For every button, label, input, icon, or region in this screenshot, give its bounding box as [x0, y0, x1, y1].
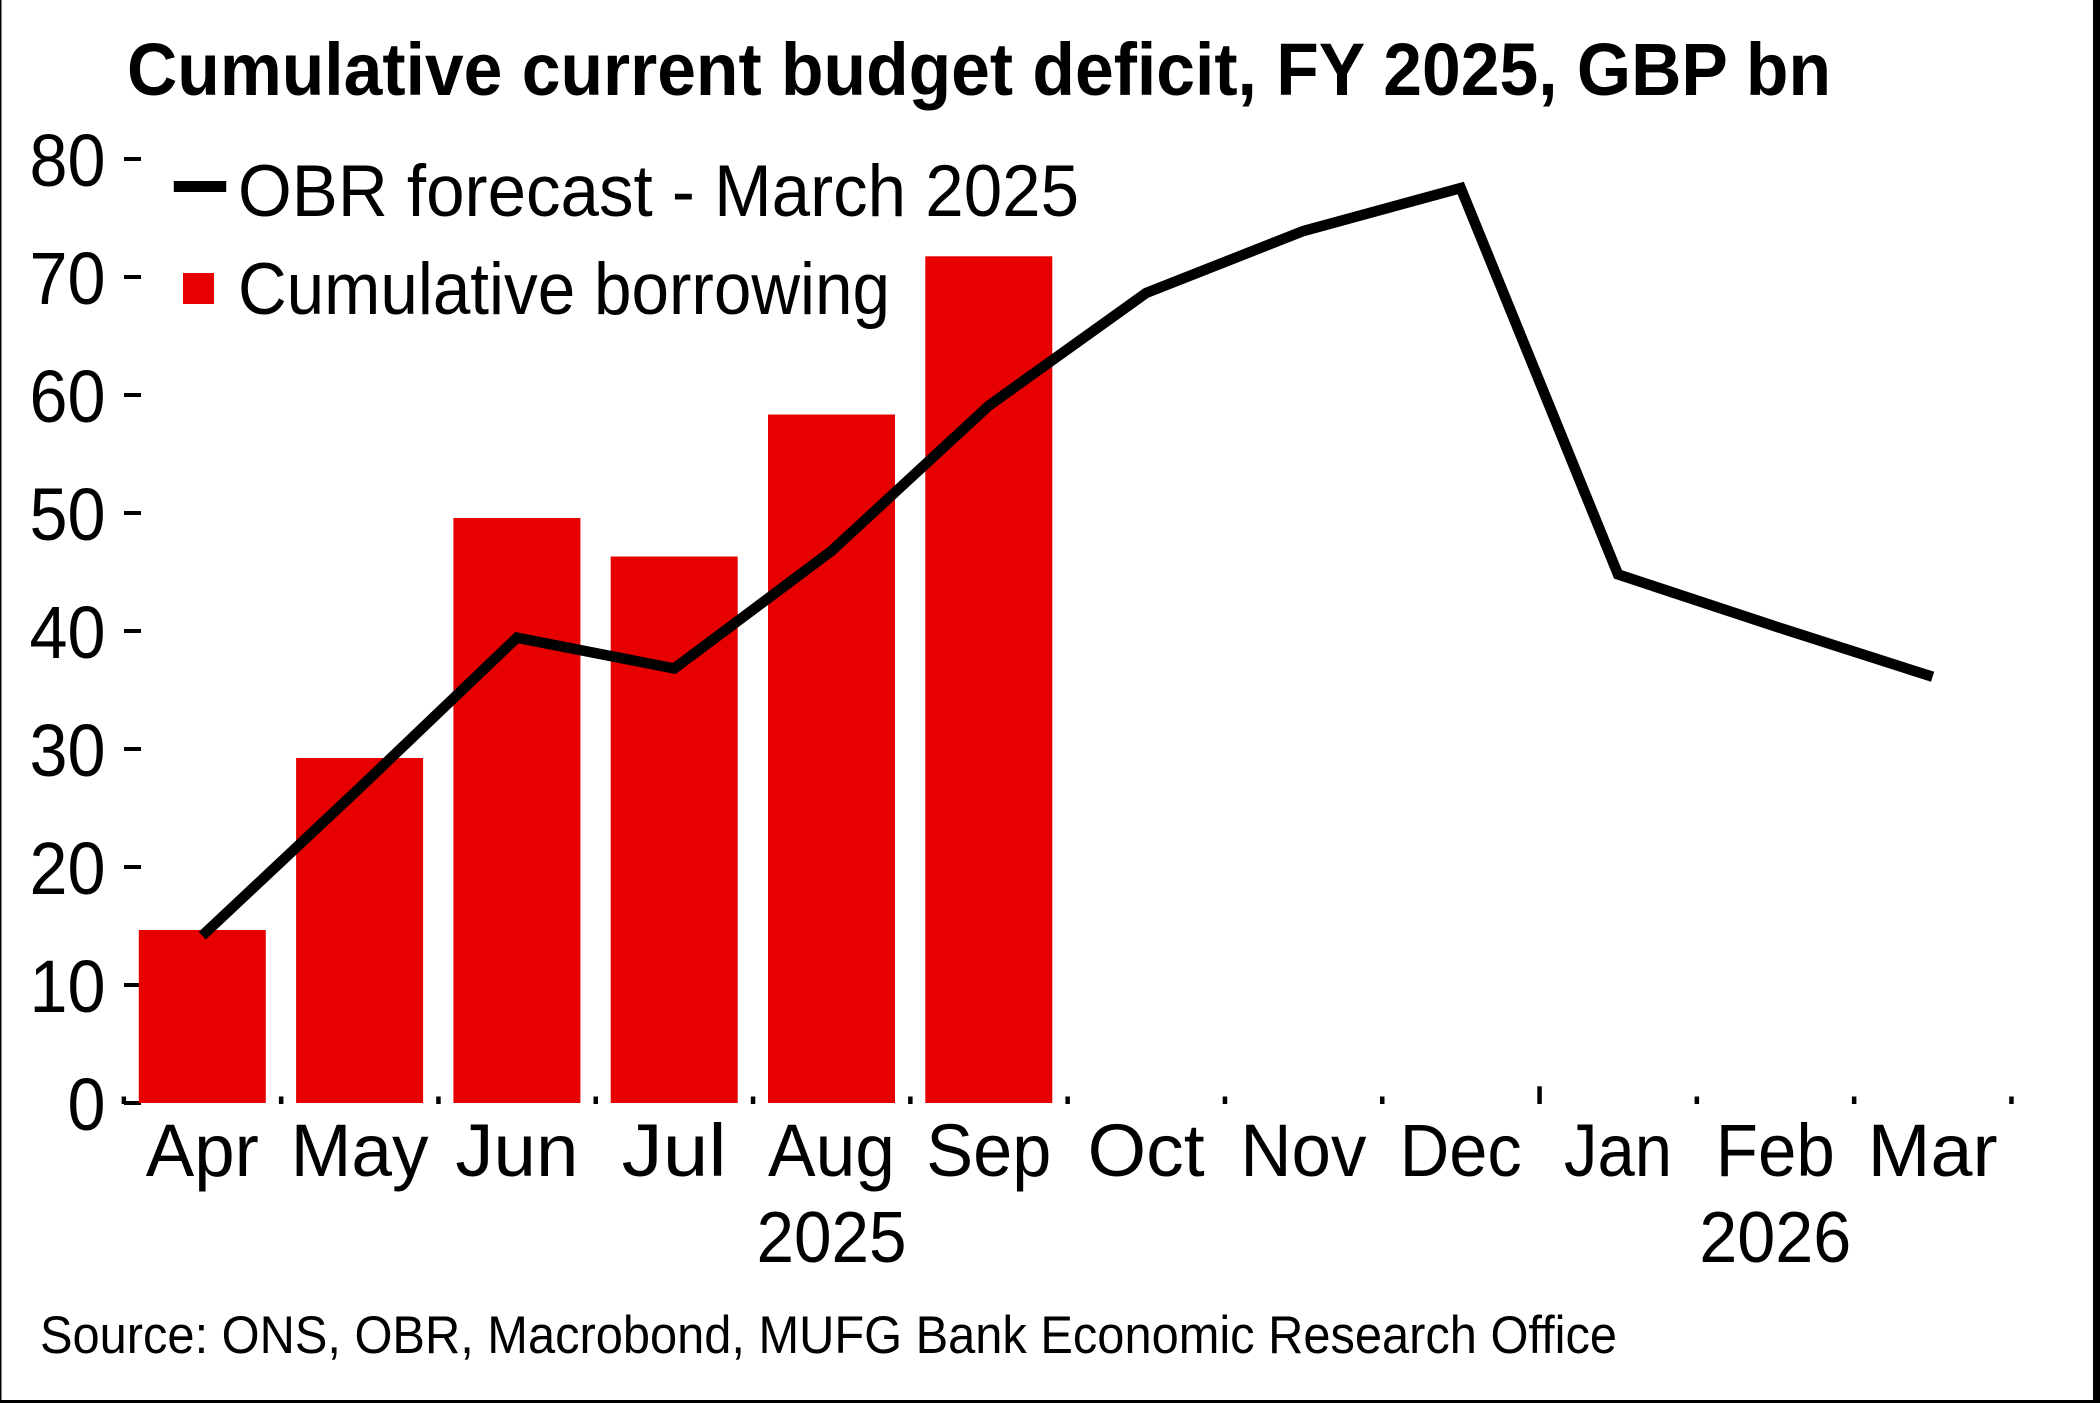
svg-text:Cumulative current budget defi: Cumulative current budget deficit, FY 20…: [127, 28, 1831, 111]
svg-text:Jun: Jun: [455, 1109, 578, 1192]
svg-text:40: 40: [30, 591, 106, 674]
svg-text:2026: 2026: [1699, 1198, 1851, 1278]
svg-text:OBR forecast - March 2025: OBR forecast - March 2025: [238, 151, 1079, 232]
svg-text:30: 30: [30, 709, 106, 792]
svg-text:Cumulative borrowing: Cumulative borrowing: [238, 249, 890, 330]
svg-text:20: 20: [30, 827, 106, 910]
svg-text:Jan: Jan: [1564, 1109, 1672, 1192]
svg-text:Oct: Oct: [1088, 1109, 1205, 1192]
svg-text:Mar: Mar: [1868, 1109, 1998, 1192]
svg-text:10: 10: [30, 945, 106, 1028]
svg-text:May: May: [291, 1109, 429, 1192]
svg-text:Feb: Feb: [1716, 1109, 1835, 1192]
svg-text:70: 70: [30, 237, 106, 320]
svg-text:Apr: Apr: [146, 1109, 259, 1192]
svg-text:Sep: Sep: [926, 1109, 1051, 1192]
svg-text:60: 60: [30, 355, 106, 438]
svg-text:2025: 2025: [757, 1198, 907, 1278]
svg-text:Aug: Aug: [768, 1109, 895, 1192]
svg-text:50: 50: [30, 473, 106, 556]
svg-text:0: 0: [68, 1063, 106, 1146]
svg-text:Source: ONS, OBR, Macrobond, M: Source: ONS, OBR, Macrobond, MUFG Bank E…: [40, 1306, 1617, 1365]
svg-text:Nov: Nov: [1240, 1109, 1366, 1192]
svg-text:Dec: Dec: [1400, 1109, 1522, 1192]
svg-text:80: 80: [30, 119, 106, 202]
svg-text:Jul: Jul: [622, 1109, 727, 1192]
